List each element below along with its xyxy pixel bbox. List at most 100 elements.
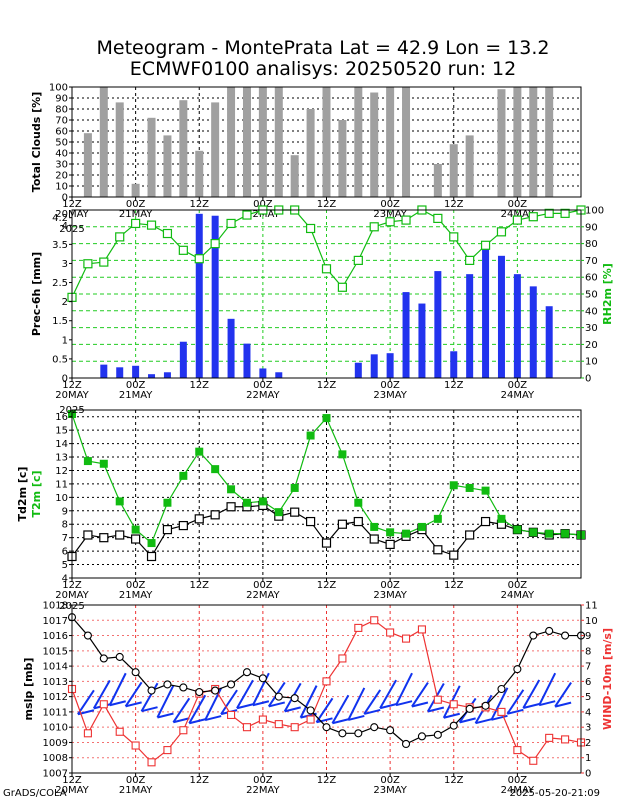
x-date-label: 23MAY — [373, 590, 407, 601]
wind-barb — [299, 685, 318, 719]
x-tick-label: 00Z — [126, 380, 146, 391]
cloud-bar — [449, 144, 458, 197]
y-tick-label: 1.5 — [52, 316, 68, 327]
cloud-bar — [322, 87, 331, 197]
wind-barb — [475, 718, 492, 725]
mslp-point — [322, 723, 331, 732]
t2m-point — [497, 514, 506, 523]
x-tick-label: 12Z — [444, 199, 464, 210]
mslp-point — [433, 730, 442, 739]
mslp-point — [370, 723, 379, 732]
y2-tick-label: 20 — [585, 340, 598, 351]
precip-bar — [259, 368, 267, 378]
td2m-point — [99, 533, 109, 543]
rh-point — [337, 282, 348, 292]
wind-barb — [315, 697, 334, 723]
td2m-point — [162, 525, 173, 535]
wind-barb — [395, 700, 413, 707]
t2m-point — [83, 457, 92, 466]
wind-point — [306, 715, 315, 724]
wind-barb — [188, 694, 207, 724]
wind-barb — [379, 679, 397, 709]
rh-point — [528, 212, 538, 222]
wind-point — [322, 677, 331, 686]
wind-barb — [411, 701, 429, 708]
x-date-label: 21MAY — [119, 390, 153, 401]
wind-barb — [125, 701, 142, 708]
x-tick-label: 12Z — [317, 580, 337, 591]
year-label: 2025 — [59, 405, 84, 416]
td2m-point — [353, 516, 363, 527]
x-tick-label: 00Z — [253, 775, 273, 786]
wind-barb — [554, 682, 572, 708]
precip-bar — [148, 374, 156, 378]
td2m-point — [226, 502, 236, 512]
wind-barb — [140, 682, 159, 712]
x-tick-label: 12Z — [317, 199, 337, 210]
t2m-point — [370, 522, 379, 531]
rh-point — [178, 245, 188, 255]
cloud-bar — [386, 87, 395, 197]
t2m-point — [290, 483, 299, 492]
y2-tick-label: 6 — [585, 677, 591, 688]
wind-barb — [141, 706, 158, 713]
mslp-point — [179, 683, 188, 692]
precip-bar — [370, 354, 378, 378]
precip-bar — [418, 303, 426, 378]
mslp-point — [147, 686, 156, 695]
td2m-point — [210, 510, 220, 520]
x-tick-label: 12Z — [317, 775, 337, 786]
y-tick-label: 16 — [55, 412, 68, 423]
rh-point — [305, 223, 316, 234]
wind-point — [227, 710, 236, 720]
precip-bar — [386, 353, 394, 378]
rh-point — [369, 222, 379, 232]
rh-point — [242, 210, 252, 220]
y-axis-label: Total Clouds [%] — [30, 92, 43, 192]
rh-point — [401, 215, 411, 225]
x-tick-label: 00Z — [508, 775, 528, 786]
y-tick-label: 100 — [49, 83, 68, 94]
cloud-bar — [433, 164, 442, 197]
wind-point — [163, 746, 172, 755]
x-date-label: 20MAY — [55, 590, 89, 601]
t2m-point — [481, 486, 490, 495]
wind-barb — [236, 703, 254, 710]
cloud-bar — [179, 100, 188, 197]
y-tick-label: 4 — [62, 574, 68, 585]
mslp-point — [481, 701, 490, 710]
mslp-point — [497, 684, 506, 694]
wind-point — [131, 741, 140, 750]
y2-tick-label: 60 — [585, 273, 598, 284]
wind-point — [561, 735, 570, 744]
y-tick-label: 12 — [55, 466, 68, 477]
td2m-point — [131, 534, 141, 544]
x-date-label: 22MAY — [246, 590, 280, 601]
t2m-point — [274, 508, 283, 517]
wind-barb — [538, 672, 557, 706]
x-tick-label: 00Z — [508, 199, 528, 210]
y-tick-label: 15 — [55, 426, 68, 437]
precip-bar — [354, 362, 362, 378]
rh-point — [433, 213, 443, 223]
td2m-point — [337, 519, 348, 529]
x-date-label: 22MAY — [246, 390, 280, 401]
x-tick-label: 12Z — [62, 380, 82, 391]
y-tick-label: 1018 — [43, 601, 68, 612]
wind-barb — [523, 703, 540, 709]
wind-point — [449, 700, 458, 709]
t2m-point — [99, 459, 108, 468]
wind-barb — [108, 672, 127, 706]
wind-barb — [554, 701, 572, 708]
td2m-point — [433, 545, 443, 555]
wind-point — [401, 634, 411, 643]
wind-barb — [507, 708, 524, 715]
x-date-label: 24MAY — [501, 785, 535, 796]
t2m-point — [211, 465, 220, 474]
mslp-point — [338, 729, 347, 738]
y-tick-label: 1007 — [43, 769, 68, 780]
y-tick-label: 1015 — [43, 646, 68, 657]
y2-tick-label: 5 — [585, 692, 591, 703]
rh-point — [83, 259, 93, 269]
cloud-bar — [258, 87, 267, 197]
